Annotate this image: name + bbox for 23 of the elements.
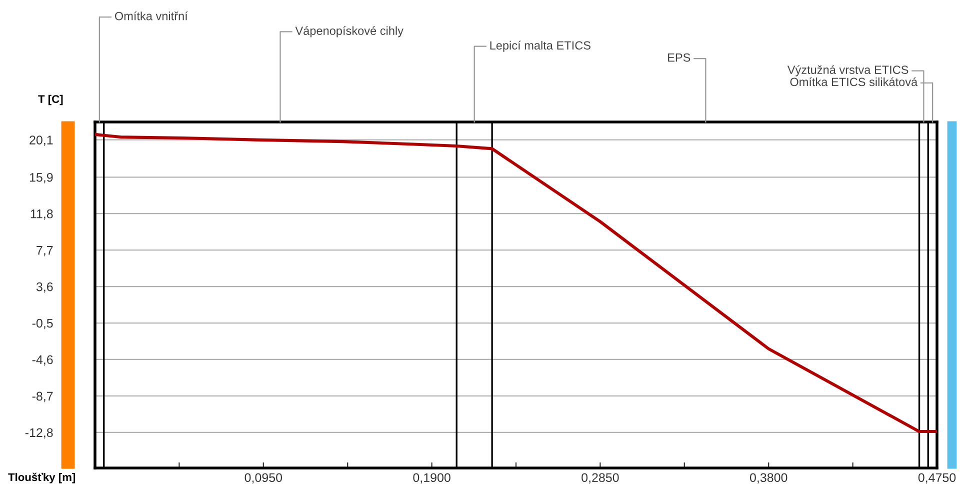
- y-tick-label: -8,7: [32, 392, 53, 402]
- text: Výztužná vrstva ETICS: [787, 65, 908, 76]
- x-axis-title: Tloušťky [m]: [8, 472, 76, 484]
- y-tick-label: -0,5: [32, 318, 53, 330]
- y-tick-label: -12,8: [25, 428, 53, 439]
- line-series: [95, 132, 937, 434]
- y-tick-label: 11,8: [30, 209, 53, 220]
- y-tick-label: -4,6: [32, 355, 53, 366]
- x-tick-label: 0,0950: [244, 473, 282, 484]
- text: Omítka vnitřní: [114, 11, 188, 20]
- x-tick-label: 0,3800: [750, 473, 788, 484]
- x-tick-label: 0,2850: [582, 473, 619, 484]
- y-tick-label: 7,7: [36, 246, 53, 256]
- y-tick-label: 15,9: [30, 172, 53, 184]
- y-tick-label: 20,1: [30, 136, 53, 146]
- x-tick-label: 0,1900: [413, 473, 450, 484]
- text: Vápenopískové cihly: [295, 26, 404, 38]
- x-tick-label: 0,4750: [918, 473, 956, 484]
- y-axis-title: T [C]: [38, 94, 63, 106]
- text: Omítka ETICS silikátová: [790, 77, 918, 86]
- text: EPS: [668, 53, 690, 62]
- text: Lepicí malta ETICS: [490, 40, 590, 52]
- y-tick-label: 3,6: [36, 282, 53, 293]
